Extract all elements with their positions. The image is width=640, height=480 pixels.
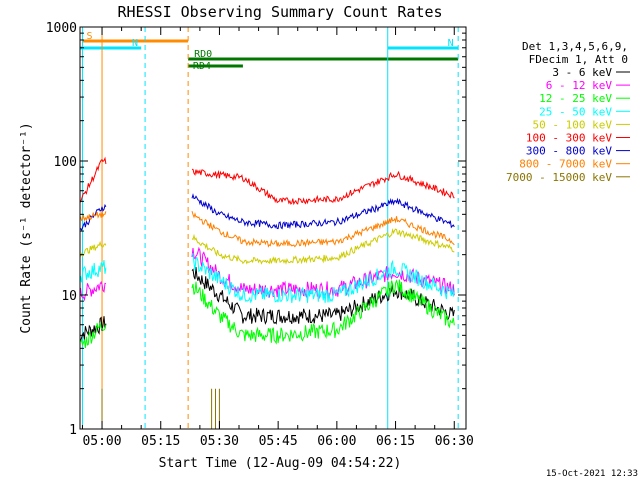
x-axis-title: Start Time (12-Aug-09 04:54:22) [159, 456, 402, 471]
series-line [101, 388, 220, 429]
legend-entry: 7000 - 15000 keV [506, 171, 612, 184]
y-tick-label: 100 [54, 155, 77, 170]
x-tick-label: 05:45 [259, 434, 298, 449]
flag-label: N [132, 38, 138, 49]
x-tick-label: 05:30 [200, 434, 239, 449]
flag-label: S [86, 31, 92, 42]
series-line [80, 193, 455, 232]
x-tick-label: 06:30 [435, 434, 474, 449]
series-line [80, 227, 455, 265]
x-tick-label: 06:15 [376, 434, 415, 449]
y-tick-label: 10 [61, 289, 77, 304]
chart-title: RHESSI Observing Summary Count Rates [117, 3, 442, 21]
legend-header: FDecim 1, Att 0 [529, 53, 628, 66]
legend-entry: 6 - 12 keV [546, 79, 613, 92]
legend-entry: 800 - 7000 keV [519, 158, 612, 171]
legend-entry: 100 - 300 keV [526, 132, 612, 145]
timestamp: 15-Oct-2021 12:33 [546, 469, 638, 479]
axis-ticks: 05:00 05:15 05:30 05:45 06:00 06:15 06:30 1 10 10… [46, 21, 474, 449]
series-line [80, 210, 455, 248]
x-tick-label: 06:00 [317, 434, 356, 449]
legend-header: Det 1,3,4,5,6,9, [522, 40, 628, 53]
flag-label: N [448, 38, 454, 49]
legend-entry: 12 - 25 keV [539, 92, 612, 105]
vertical-markers [81, 27, 459, 429]
legend-entry: 300 - 800 keV [526, 145, 612, 158]
series-line [80, 156, 455, 206]
x-tick-label: 05:00 [82, 434, 121, 449]
series-lines [80, 156, 455, 429]
y-tick-label: 1 [69, 423, 77, 438]
legend-entry: 3 - 6 keV [552, 66, 612, 79]
legend: Det 1,3,4,5,6,9,FDecim 1, Att 03 - 6 keV… [506, 40, 630, 184]
legend-entry: 25 - 50 keV [539, 105, 612, 118]
y-tick-label: 1000 [46, 21, 77, 36]
y-axis-title: Count Rate (s⁻¹ detector⁻¹) [19, 122, 34, 333]
x-tick-label: 05:15 [141, 434, 180, 449]
legend-entry: 50 - 100 keV [533, 118, 613, 131]
series-line [80, 279, 455, 348]
flag-label: RD4 [193, 61, 211, 72]
series-line [80, 252, 455, 304]
flag-label: RD0 [194, 49, 212, 60]
plot-frame [79, 26, 467, 430]
